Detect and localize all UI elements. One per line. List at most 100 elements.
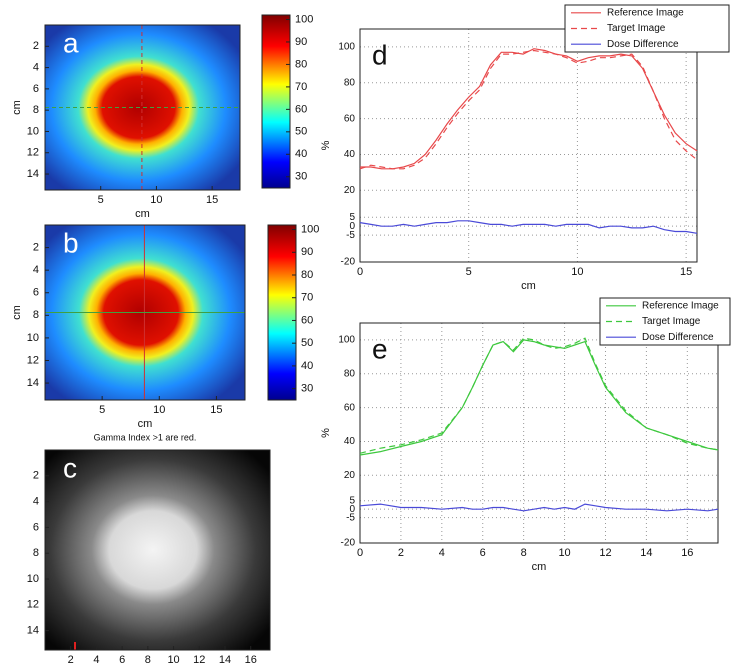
colorbar-tick-label: 60 xyxy=(295,103,307,115)
y-tick-label: -20 xyxy=(341,538,356,549)
x-tick-label: 5 xyxy=(466,266,472,278)
y-tick-label: 14 xyxy=(27,168,39,180)
x-tick-label: 10 xyxy=(153,404,165,416)
x-tick-label: 2 xyxy=(398,547,404,559)
x-tick-label: 4 xyxy=(439,547,445,559)
colorbar-tick-label: 30 xyxy=(295,171,307,183)
x-tick-label: 14 xyxy=(219,654,231,666)
x-tick-label: 10 xyxy=(150,194,162,206)
x-axis-label: cm xyxy=(521,280,536,292)
y-tick-label: 60 xyxy=(344,113,356,124)
panel-letter: d xyxy=(372,39,388,70)
plot-area xyxy=(360,29,697,262)
series-line xyxy=(359,49,698,170)
y-tick-label: 5 xyxy=(349,495,355,506)
colorbar-tick-label: 90 xyxy=(295,36,307,48)
colorbar-tick-label: 40 xyxy=(301,360,313,372)
colorbar-tick-label: 60 xyxy=(301,314,313,326)
y-tick-label: 8 xyxy=(33,547,39,559)
colorbar xyxy=(267,224,297,401)
y-tick-label: 8 xyxy=(33,104,39,116)
x-tick-label: 6 xyxy=(119,654,125,666)
x-tick-label: 6 xyxy=(480,547,486,559)
y-tick-label: 10 xyxy=(27,573,39,585)
x-axis-label: cm xyxy=(138,418,153,430)
y-tick-label: -20 xyxy=(341,257,356,268)
colorbar-tick-label: 30 xyxy=(301,383,313,395)
y-tick-label: 40 xyxy=(344,149,356,160)
colorbar-tick-label: 100 xyxy=(295,13,313,25)
y-tick-label: 5 xyxy=(349,212,355,223)
frame xyxy=(44,24,241,191)
x-tick-label: 2 xyxy=(68,654,74,666)
x-tick-label: 12 xyxy=(193,654,205,666)
x-tick-label: 10 xyxy=(558,547,570,559)
colorbar-tick-label: 100 xyxy=(301,223,319,235)
y-tick-label: 2 xyxy=(33,40,39,52)
colorbar-tick-label: 70 xyxy=(301,292,313,304)
x-tick-label: 5 xyxy=(98,194,104,206)
y-tick-label: 6 xyxy=(33,521,39,533)
legend-label: Reference Image xyxy=(642,300,719,311)
x-tick-label: 12 xyxy=(599,547,611,559)
series-line xyxy=(359,503,719,512)
colorbar-tick-label: 70 xyxy=(295,81,307,93)
y-tick-label: 4 xyxy=(33,61,39,73)
x-axis-label: cm xyxy=(135,208,150,220)
y-tick-label: 8 xyxy=(33,309,39,321)
legend-label: Target Image xyxy=(607,23,666,34)
y-tick-label: 60 xyxy=(344,402,356,413)
x-axis-label: cm xyxy=(532,561,547,573)
panel-letter: a xyxy=(63,27,79,58)
x-tick-label: 16 xyxy=(681,547,693,559)
series-line xyxy=(359,337,719,454)
series-line xyxy=(359,220,698,234)
panel-letter: e xyxy=(372,333,388,364)
x-tick-label: 10 xyxy=(167,654,179,666)
series-line xyxy=(359,339,719,456)
colorbar-tick-label: 40 xyxy=(295,148,307,160)
frame xyxy=(359,28,698,263)
x-tick-label: 4 xyxy=(93,654,99,666)
y-tick-label: 0 xyxy=(349,504,355,515)
y-tick-label: 12 xyxy=(27,147,39,159)
colorbar-tick-label: 80 xyxy=(295,58,307,70)
y-axis-label: cm xyxy=(11,100,23,115)
y-tick-label: 4 xyxy=(33,496,39,508)
colorbar-tick-label: 80 xyxy=(301,269,313,281)
y-tick-label: 14 xyxy=(27,377,39,389)
x-tick-label: 15 xyxy=(680,266,692,278)
y-tick-label: 100 xyxy=(338,42,355,53)
y-tick-label: 100 xyxy=(338,335,355,346)
y-tick-label: 10 xyxy=(27,332,39,344)
note: Gamma Index >1 are red. xyxy=(94,432,197,442)
y-tick-label: 2 xyxy=(33,470,39,482)
y-tick-label: 80 xyxy=(344,368,356,379)
y-axis-label: % xyxy=(320,140,332,150)
y-tick-label: 0 xyxy=(349,221,355,232)
y-tick-label: 12 xyxy=(27,354,39,366)
x-tick-label: 8 xyxy=(521,547,527,559)
y-axis-label: % xyxy=(320,428,332,438)
frame xyxy=(44,224,246,401)
y-tick-label: 2 xyxy=(33,241,39,253)
panel-letter: c xyxy=(63,452,77,483)
legend-label: Target Image xyxy=(642,316,701,327)
legend-label: Dose Difference xyxy=(607,39,679,50)
y-tick-label: 6 xyxy=(33,287,39,299)
colorbar-tick-label: 90 xyxy=(301,246,313,258)
y-tick-label: 80 xyxy=(344,77,356,88)
plot-area xyxy=(360,323,718,543)
y-tick-label: 4 xyxy=(33,264,39,276)
x-tick-label: 15 xyxy=(210,404,222,416)
legend-label: Dose Difference xyxy=(642,332,714,343)
y-tick-label: 10 xyxy=(27,125,39,137)
y-tick-label: 12 xyxy=(27,599,39,611)
x-tick-label: 8 xyxy=(145,654,151,666)
x-tick-label: 16 xyxy=(245,654,257,666)
y-tick-label: 6 xyxy=(33,83,39,95)
y-tick-label: 14 xyxy=(27,625,39,637)
colorbar-tick-label: 50 xyxy=(301,337,313,349)
x-tick-label: 10 xyxy=(571,266,583,278)
